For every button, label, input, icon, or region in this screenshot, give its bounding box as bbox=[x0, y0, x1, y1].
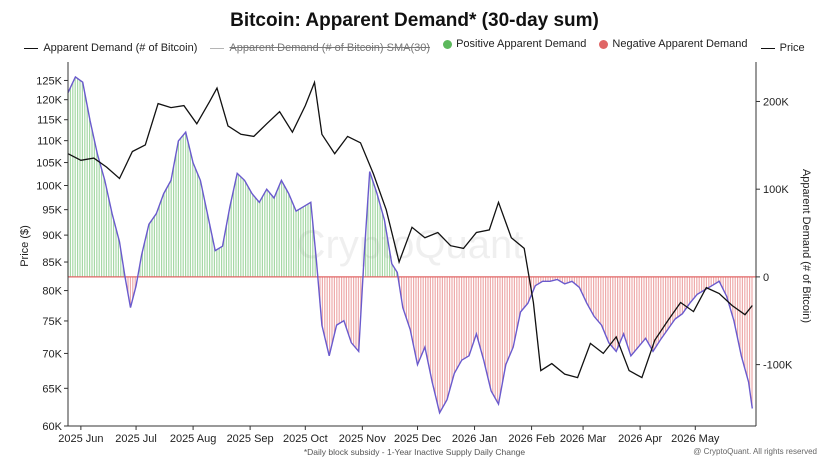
x-tick-label: 2025 Sep bbox=[227, 433, 274, 445]
credit-text: @ CryptoQuant. All rights reserved bbox=[693, 447, 817, 456]
legend-item-sma: Apparent Demand (# of Bitcoin) SMA(30) bbox=[210, 42, 430, 54]
left-tick-label: 85K bbox=[42, 257, 62, 269]
legend-dot-swatch bbox=[443, 39, 453, 49]
legend-label: Price bbox=[779, 42, 805, 54]
left-tick-label: 105K bbox=[36, 158, 62, 170]
left-tick-label: 80K bbox=[42, 286, 62, 298]
x-tick-label: 2026 Jan bbox=[452, 433, 497, 445]
left-tick-label: 60K bbox=[42, 421, 62, 433]
legend-line-swatch bbox=[210, 47, 225, 49]
x-tick-label: 2025 Jun bbox=[58, 433, 103, 445]
left-tick-label: 100K bbox=[36, 181, 62, 193]
legend-label: Apparent Demand (# of Bitcoin) SMA(30) bbox=[229, 42, 431, 54]
right-tick-label: 100K bbox=[763, 184, 789, 196]
x-tick-label: 2025 Aug bbox=[170, 433, 217, 445]
legend-line-swatch bbox=[760, 47, 775, 49]
legend-item-apparent-demand: Apparent Demand (# of Bitcoin) bbox=[24, 42, 197, 54]
left-tick-label: 90K bbox=[42, 230, 62, 242]
right-tick-label: -100K bbox=[763, 360, 793, 372]
x-tick-label: 2025 Dec bbox=[394, 433, 442, 445]
apparent-demand-line bbox=[67, 75, 753, 415]
x-tick-label: 2025 Jul bbox=[115, 433, 157, 445]
left-tick-label: 75K bbox=[42, 316, 62, 328]
left-tick-label: 125K bbox=[36, 75, 62, 87]
series-layer bbox=[67, 75, 753, 415]
x-tick-label: 2025 Nov bbox=[339, 433, 387, 445]
footnote: *Daily block subsidy - 1-Year Inactive S… bbox=[303, 447, 526, 457]
x-tick-label: 2025 Oct bbox=[283, 433, 328, 445]
left-tick-label: 70K bbox=[42, 348, 62, 360]
left-axis-title: Price ($) bbox=[19, 225, 31, 267]
left-tick-label: 95K bbox=[42, 205, 62, 217]
right-tick-label: 0 bbox=[763, 272, 769, 284]
legend-dot-swatch bbox=[599, 39, 609, 49]
left-tick-label: 110K bbox=[37, 136, 63, 148]
x-tick-label: 2026 Feb bbox=[508, 433, 554, 445]
legend-label: Positive Apparent Demand bbox=[456, 38, 587, 50]
price-line bbox=[67, 79, 753, 379]
left-tick-label: 65K bbox=[42, 383, 62, 395]
left-tick-label: 115K bbox=[37, 115, 63, 127]
legend-label: Negative Apparent Demand bbox=[612, 38, 748, 50]
left-tick-label: 120K bbox=[36, 95, 62, 107]
axes-layer: 125K 120K 115K 110K 105K 100K 95K 90K 85K 80K 75K 7… bbox=[36, 62, 793, 445]
legend-line-swatch bbox=[24, 47, 39, 49]
x-tick-label: 2026 May bbox=[671, 433, 720, 445]
chart-title: Bitcoin: Apparent Demand* (30-day sum) bbox=[230, 10, 599, 31]
legend-item-price: Price bbox=[760, 42, 805, 54]
legend-item-negative: Negative Apparent Demand bbox=[599, 38, 748, 50]
x-tick-label: 2026 Mar bbox=[560, 433, 607, 445]
right-tick-label: 200K bbox=[763, 96, 789, 108]
chart-legend: Apparent Demand (# of Bitcoin) Apparent … bbox=[0, 38, 829, 54]
legend-item-positive: Positive Apparent Demand bbox=[443, 38, 586, 50]
x-tick-label: 2026 Apr bbox=[618, 433, 662, 445]
legend-label: Apparent Demand (# of Bitcoin) bbox=[43, 42, 198, 54]
right-axis-title: Apparent Demand (# of Bitcoin) bbox=[800, 169, 812, 323]
